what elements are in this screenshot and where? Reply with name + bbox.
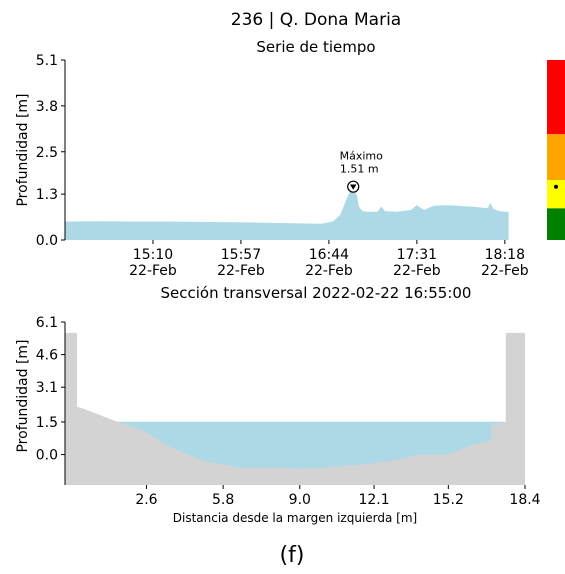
page-title: 236 | Q. Dona Maria bbox=[231, 10, 401, 30]
x-tick-label: 12.1 bbox=[358, 492, 389, 508]
x-tick-date-label: 22-Feb bbox=[393, 263, 441, 279]
x-tick-label: 2.6 bbox=[135, 492, 157, 508]
max-annotation-value: 1.51 m bbox=[340, 163, 379, 176]
y-tick-label: 2.5 bbox=[36, 145, 58, 161]
y-tick-label: 3.8 bbox=[36, 99, 58, 115]
time-series-ylabel: Profundidad [m] bbox=[15, 93, 31, 206]
x-tick-date-label: 22-Feb bbox=[481, 263, 529, 279]
x-tick-date-label: 22-Feb bbox=[217, 263, 265, 279]
y-tick-label: 1.3 bbox=[36, 187, 58, 203]
ground-profile-area bbox=[65, 332, 525, 485]
alert-level-bar bbox=[547, 60, 565, 240]
x-tick-label: 9.0 bbox=[289, 492, 311, 508]
time-series-chart: Serie de tiempo Profundidad [m] Máximo 1… bbox=[15, 38, 565, 279]
y-tick-label: 3.1 bbox=[36, 380, 58, 396]
x-tick-time-label: 16:44 bbox=[309, 247, 349, 263]
x-tick-time-label: 18:18 bbox=[485, 247, 525, 263]
time-series-title: Serie de tiempo bbox=[256, 38, 375, 56]
x-tick-date-label: 22-Feb bbox=[305, 263, 353, 279]
cross-section-chart: Sección transversal 2022-02-22 16:55:00 … bbox=[15, 284, 541, 525]
y-tick-label: 1.5 bbox=[36, 415, 58, 431]
level-band-2 bbox=[547, 134, 565, 180]
x-tick-time-label: 17:31 bbox=[397, 247, 437, 263]
depth-area-series-0 bbox=[65, 187, 509, 240]
cross-section-xlabel: Distancia desde la margen izquierda [m] bbox=[173, 511, 417, 525]
y-tick-label: 5.1 bbox=[36, 53, 58, 69]
cross-section-ylabel: Profundidad [m] bbox=[15, 339, 31, 452]
level-band-1 bbox=[547, 180, 565, 209]
x-tick-date-label: 22-Feb bbox=[129, 263, 177, 279]
x-tick-time-label: 15:10 bbox=[133, 247, 173, 263]
max-annotation: Máximo 1.51 m bbox=[340, 150, 384, 193]
level-band-0 bbox=[547, 208, 565, 240]
y-tick-label: 6.1 bbox=[36, 315, 58, 331]
cross-section-title: Sección transversal 2022-02-22 16:55:00 bbox=[161, 284, 472, 302]
y-tick-label: 0.0 bbox=[36, 233, 58, 249]
level-band-3 bbox=[547, 60, 565, 135]
x-tick-label: 5.8 bbox=[212, 492, 234, 508]
max-marker-arrow bbox=[350, 184, 357, 190]
max-annotation-label: Máximo bbox=[340, 150, 384, 163]
figure-caption: (f) bbox=[280, 543, 305, 568]
x-tick-time-label: 15:57 bbox=[221, 247, 261, 263]
y-tick-label: 0.0 bbox=[36, 448, 58, 464]
current-level-dot bbox=[554, 184, 558, 189]
x-tick-label: 15.2 bbox=[433, 492, 464, 508]
x-tick-label: 18.4 bbox=[509, 492, 540, 508]
y-tick-label: 4.6 bbox=[36, 348, 58, 364]
